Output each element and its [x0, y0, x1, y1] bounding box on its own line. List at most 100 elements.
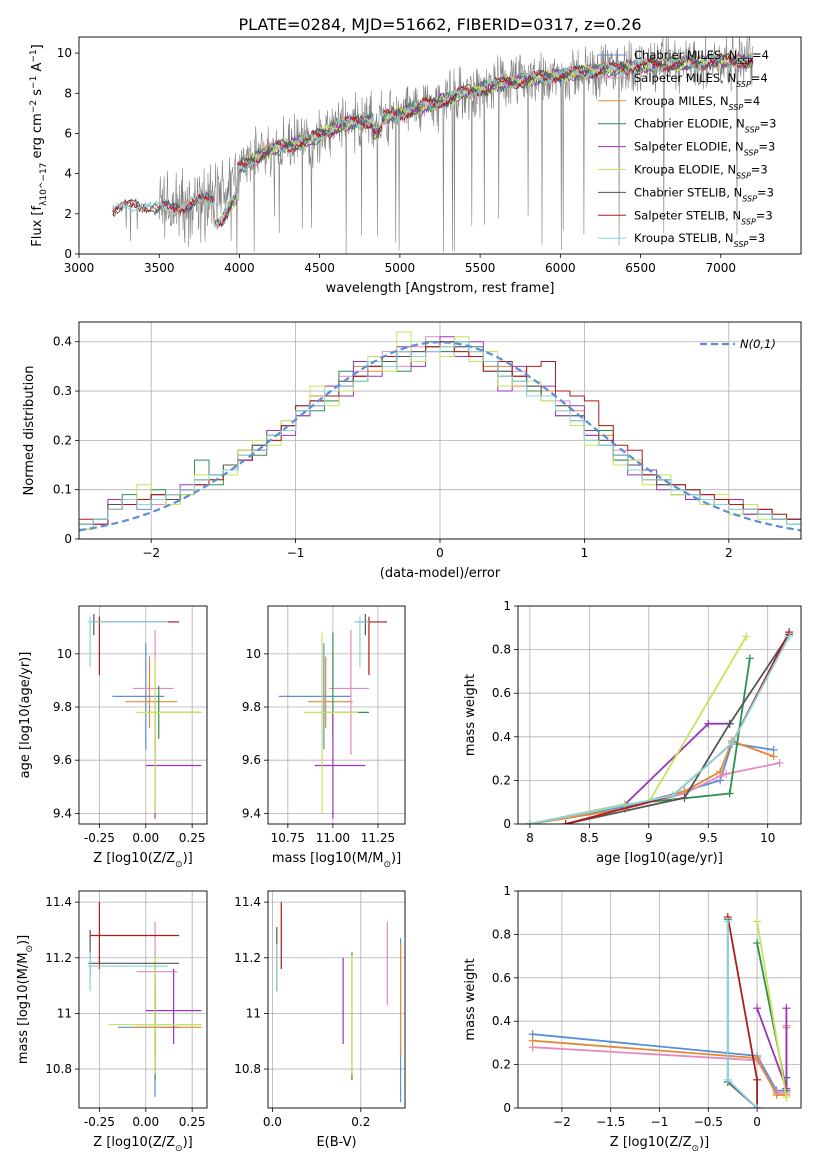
x-axis-label: wavelength [Angstrom, rest frame] [326, 281, 555, 296]
errorbar-kroupa-miles [125, 656, 178, 729]
data-point [753, 917, 762, 926]
y-tick-label: 0.6 [492, 971, 511, 985]
age-vs-metallicity-marks [88, 613, 202, 819]
x-tick-label: −2 [142, 546, 160, 560]
mass-weight-vs-metallicity-marks [528, 913, 791, 1108]
x-tick-label: −1 [651, 1115, 669, 1129]
data-point [561, 820, 570, 824]
y-tick-label: 0 [503, 817, 511, 831]
y-tick-label: 11.4 [45, 895, 72, 909]
data-point [753, 1104, 762, 1108]
data-point [528, 1036, 537, 1045]
mass-weight-vs-metallicity-panel: −2 −1.5 −1 −0.5 0 0 0.2 0.4 0.6 0.8 1 Z [log10(Z/Z⊙… [463, 884, 802, 1154]
x-tick-label: 9.5 [699, 831, 718, 845]
data-point [742, 632, 751, 641]
y-tick-label: 9.6 [242, 753, 261, 767]
mass-vs-metallicity-marks [88, 902, 202, 1097]
data-point [753, 1075, 762, 1084]
y-tick-label: 9.8 [242, 700, 261, 714]
y-tick-label: 0.4 [492, 730, 511, 744]
x-tick-label: 0.00 [132, 831, 159, 845]
age-vs-metallicity-panel: -0.25 0.00 0.25 9.4 9.6 9.8 10 Z [log10(Z/Z⊙)] a… [18, 605, 208, 870]
y-axis-label: mass [log10(M/M⊙)] [16, 935, 35, 1064]
x-tick-label: −0.5 [694, 1115, 723, 1129]
legend-entry: Kroupa MILES, NSSP=4 [634, 94, 760, 112]
series-salpeter-elodie [753, 1004, 791, 1093]
y-tick-label: 1 [503, 884, 511, 898]
x-tick-label: 8 [526, 831, 534, 845]
errorbar-kroupa-stelib [88, 616, 169, 668]
errorbar-kroupa-elodie [136, 659, 202, 814]
data-point [725, 789, 734, 798]
normal-curve [79, 341, 801, 532]
data-point [722, 769, 731, 778]
x-tick-label: 7000 [706, 261, 737, 275]
data-point [680, 793, 689, 802]
data-point [753, 939, 762, 948]
mass-vs-extinction-marks [276, 902, 402, 1103]
errorbar-kroupa-miles [307, 656, 353, 729]
model-kroupa-stelib [112, 53, 754, 229]
legend-entry: N(0,1) [740, 337, 776, 351]
legend-entry: Salpeter ELODIE, NSSP=3 [634, 140, 775, 158]
axes-frame [78, 605, 208, 825]
figure-title: PLATE=0284, MJD=51662, FIBERID=0317, z=0… [238, 15, 641, 34]
legend-entry: Salpeter STELIB, NSSP=3 [634, 208, 773, 226]
y-tick-label: 0 [64, 247, 72, 261]
data-point [769, 752, 778, 761]
model-chabrier-elodie [222, 52, 754, 215]
x-tick-label: 11.25 [361, 831, 395, 845]
data-point [745, 654, 754, 663]
y-tick-label: 10.8 [45, 1062, 72, 1076]
errorbar-salpeter-elodie [314, 712, 366, 819]
y-axis-label: Normed distribution [22, 366, 37, 496]
legend-entry: Chabrier MILES, NSSP=4 [634, 48, 769, 66]
axes-frame [267, 890, 406, 1109]
y-tick-label: 0.6 [492, 686, 511, 700]
y-axis-label: age [log10(age/yr)] [18, 652, 33, 779]
y-tick-label: 6 [64, 126, 72, 140]
x-tick-label: 3000 [64, 261, 95, 275]
legend-entry: Chabrier ELODIE, NSSP=3 [634, 117, 776, 135]
data-point [782, 1093, 791, 1102]
y-tick-label: 10 [57, 647, 72, 661]
y-axis-label: Flux [fλ10^−17 erg cm−2 s−1 A−1] [29, 44, 49, 246]
data-point [782, 1084, 791, 1093]
data-point [782, 1004, 791, 1013]
x-tick-label: 0 [436, 546, 444, 560]
x-axis-label: mass [log10(M/M⊙)] [272, 851, 401, 870]
data-point [785, 632, 794, 641]
x-tick-label: −2 [553, 1115, 571, 1129]
errorbar-chabrier-miles [112, 643, 165, 750]
age-vs-mass-marks [278, 613, 387, 819]
data-point [753, 1004, 762, 1013]
x-axis-label: Z [log10(Z/Z⊙)] [610, 1135, 709, 1154]
x-tick-label: 4500 [304, 261, 335, 275]
y-tick-label: 0.3 [53, 384, 72, 398]
series-kroupa-stelib [525, 632, 794, 824]
errorbar-kroupa-stelib [354, 616, 369, 668]
y-tick-label: 0.4 [492, 1014, 511, 1028]
spectrum-panel: 3000 3500 4000 4500 5000 5500 6000 6500 7000 0 2 4 6… [29, 36, 802, 296]
data-point [753, 1054, 762, 1063]
axes-frame [78, 890, 208, 1109]
data-point [772, 1090, 781, 1099]
x-tick-label: 10.75 [271, 831, 305, 845]
x-tick-label: 3500 [144, 261, 175, 275]
data-point [728, 739, 737, 748]
y-tick-label: 9.4 [242, 806, 261, 820]
x-axis-label: age [log10(age/yr)] [596, 851, 723, 866]
x-axis-label: E(B-V) [316, 1135, 356, 1150]
x-axis-label: Z [log10(Z/Z⊙)] [93, 1135, 192, 1154]
y-tick-label: 0.2 [53, 433, 72, 447]
x-tick-label: 0.00 [132, 1115, 159, 1129]
errorbar-salpeter-stelib [90, 902, 180, 969]
series-kroupa-elodie [753, 917, 791, 1102]
y-tick-label: 2 [64, 207, 72, 221]
errorbar-kroupa-elodie [304, 632, 359, 814]
residuals-marks [79, 331, 801, 539]
y-tick-label: 9.4 [53, 806, 72, 820]
hist-kroupa-stelib [79, 341, 801, 539]
y-tick-label: 0.4 [53, 335, 72, 349]
